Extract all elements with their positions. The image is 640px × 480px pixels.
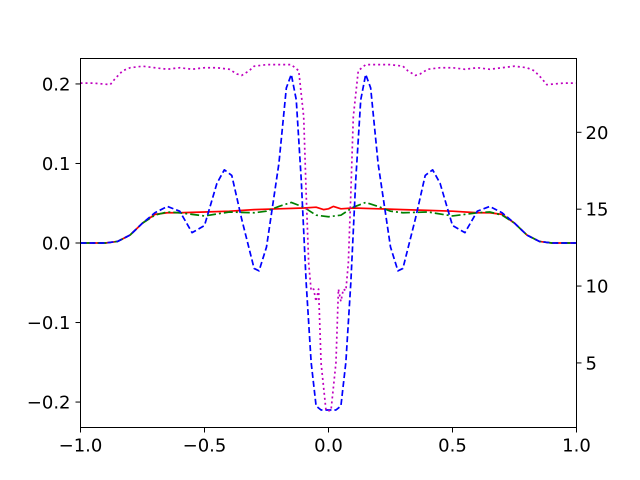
y-tick-label: −0.1 (27, 313, 71, 334)
x-tick-label: 1.0 (562, 436, 591, 457)
y-axis-left: −0.2 −0.1 0.0 0.1 0.2 (27, 74, 81, 414)
y-axis-right: 5 10 15 20 (576, 123, 609, 374)
y-tick-label: −0.2 (27, 393, 71, 414)
series-line-3 (80, 73, 577, 411)
series-line-2 (80, 201, 577, 244)
plot-frame (80, 58, 577, 428)
series-group (80, 63, 577, 412)
y-tick-label: 0.2 (42, 74, 71, 95)
y2-tick-label: 20 (586, 123, 609, 144)
y2-tick-label: 10 (586, 277, 609, 298)
x-tick-label: 0.5 (438, 436, 467, 457)
y-tick-label: 0.0 (42, 234, 71, 255)
x-tick-label: −0.5 (183, 436, 227, 457)
x-tick-label: 0.0 (314, 436, 343, 457)
x-axis: −1.0 −0.5 0.0 0.5 1.0 (59, 427, 591, 457)
y2-tick-label: 15 (586, 200, 609, 221)
series-line-1 (80, 205, 577, 244)
series-line-4 (80, 63, 577, 412)
y-tick-label: 0.1 (42, 154, 71, 175)
y2-tick-label: 5 (586, 353, 597, 374)
x-tick-label: −1.0 (59, 436, 103, 457)
